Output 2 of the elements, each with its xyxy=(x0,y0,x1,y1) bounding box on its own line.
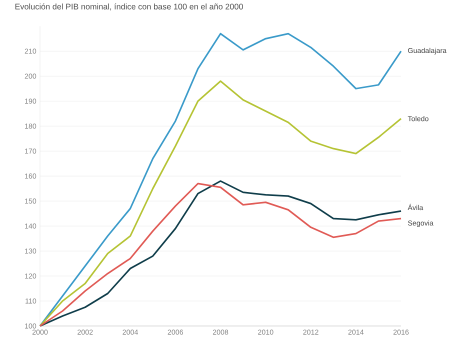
line-series xyxy=(39,32,402,327)
chart-title: Evolución del PIB nominal, índice con base 100 en el año 2000 xyxy=(15,3,243,10)
